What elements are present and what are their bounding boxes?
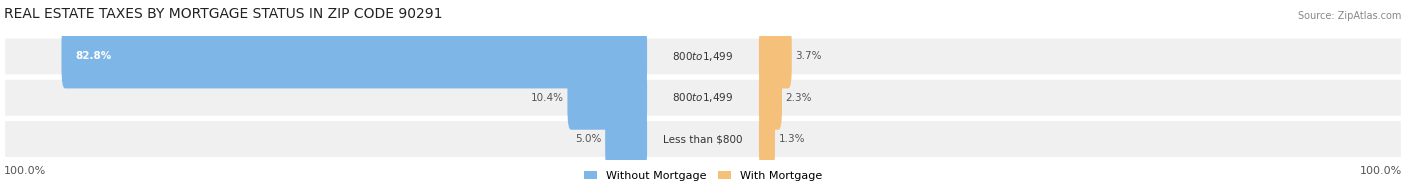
Text: Less than $800: Less than $800	[664, 134, 742, 144]
Legend: Without Mortgage, With Mortgage: Without Mortgage, With Mortgage	[579, 166, 827, 185]
FancyBboxPatch shape	[759, 66, 782, 130]
FancyBboxPatch shape	[759, 24, 792, 88]
Text: $800 to $1,499: $800 to $1,499	[672, 50, 734, 63]
Text: 100.0%: 100.0%	[1360, 166, 1402, 176]
FancyBboxPatch shape	[568, 66, 647, 130]
FancyBboxPatch shape	[4, 37, 1402, 75]
Text: 82.8%: 82.8%	[76, 51, 111, 61]
Text: 5.0%: 5.0%	[575, 134, 602, 144]
Text: 3.7%: 3.7%	[796, 51, 821, 61]
Text: 100.0%: 100.0%	[4, 166, 46, 176]
Text: 1.3%: 1.3%	[779, 134, 806, 144]
Text: 2.3%: 2.3%	[786, 93, 811, 103]
Text: REAL ESTATE TAXES BY MORTGAGE STATUS IN ZIP CODE 90291: REAL ESTATE TAXES BY MORTGAGE STATUS IN …	[4, 7, 443, 21]
Text: Source: ZipAtlas.com: Source: ZipAtlas.com	[1299, 11, 1402, 21]
FancyBboxPatch shape	[62, 24, 647, 88]
FancyBboxPatch shape	[4, 79, 1402, 117]
FancyBboxPatch shape	[605, 107, 647, 171]
FancyBboxPatch shape	[4, 120, 1402, 158]
FancyBboxPatch shape	[759, 107, 775, 171]
Text: 10.4%: 10.4%	[531, 93, 564, 103]
Text: $800 to $1,499: $800 to $1,499	[672, 91, 734, 104]
